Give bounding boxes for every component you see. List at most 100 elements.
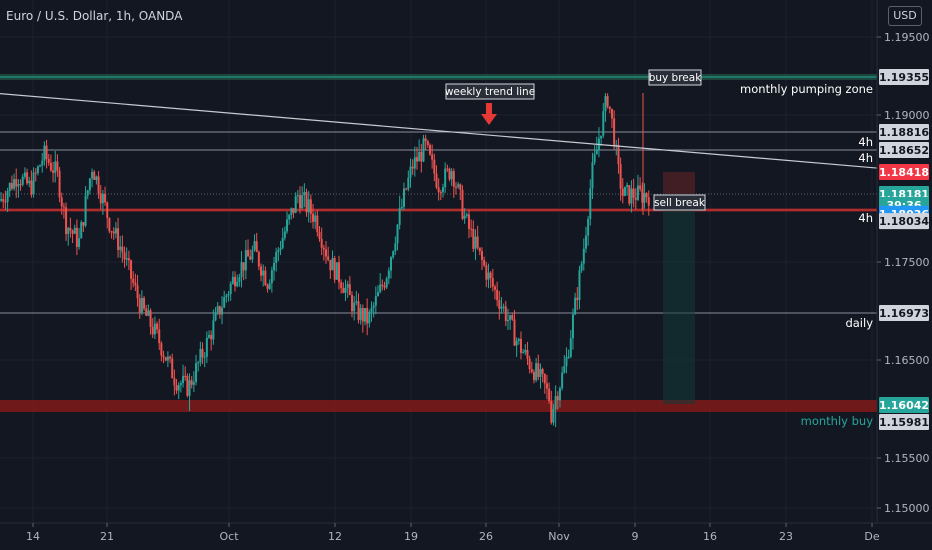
candle-body <box>153 323 156 335</box>
candle-body <box>101 193 104 204</box>
annotation-weekly-trend-line[interactable]: weekly trend line <box>445 83 535 100</box>
candle-body <box>227 293 230 296</box>
time-axis-bg <box>0 523 932 550</box>
x-tick-label: Oct <box>219 530 239 543</box>
currency-button[interactable]: USD <box>888 6 922 26</box>
candle-body <box>634 197 637 200</box>
label-daily: daily <box>845 316 873 330</box>
candle-body <box>149 310 152 327</box>
candle-body <box>80 222 83 239</box>
candle-body <box>569 338 572 357</box>
candle-body <box>171 358 174 379</box>
candle-body <box>355 301 358 303</box>
candle-body <box>472 228 475 249</box>
candle-body <box>60 197 63 207</box>
candle-body <box>182 375 185 384</box>
candle-body <box>71 230 74 234</box>
trend-line-group[interactable] <box>0 92 878 169</box>
candle-body <box>487 272 490 280</box>
price-label: 1.15981 <box>879 414 929 430</box>
candle-body <box>372 305 375 308</box>
price-candles[interactable] <box>0 93 650 428</box>
candle-body <box>444 168 447 188</box>
candle-body <box>320 239 323 248</box>
label-4h-2: 4h <box>858 151 873 165</box>
candle-body <box>450 171 453 180</box>
candle-body <box>357 301 360 320</box>
candle-body <box>595 149 598 155</box>
candle-body <box>593 154 596 163</box>
candle-body <box>517 338 520 341</box>
candle-body <box>604 96 607 112</box>
candle-body <box>398 208 401 225</box>
candle-body <box>489 272 492 279</box>
price-label-bg <box>879 397 929 413</box>
candle-body <box>121 246 124 253</box>
candle-body <box>511 315 514 320</box>
candle-body <box>476 236 479 248</box>
candle-body <box>643 193 646 203</box>
candle-body <box>47 158 50 163</box>
annotation-buy-break[interactable]: buy break <box>648 69 703 86</box>
candle-body <box>628 185 631 204</box>
candle-body <box>95 176 98 181</box>
candle-body <box>591 162 594 189</box>
candle-body <box>4 201 7 203</box>
candle-body <box>641 189 644 203</box>
candle-body <box>244 250 247 271</box>
candle-body <box>364 308 367 322</box>
candle-body <box>236 281 239 287</box>
candle-body <box>383 285 386 288</box>
candle-body <box>307 199 310 213</box>
label-monthly-buy: monthly buy <box>801 414 874 428</box>
candle-body <box>485 265 488 280</box>
candle-body <box>188 380 191 396</box>
candle-body <box>294 196 297 213</box>
label-monthly-pumping-zone: monthly pumping zone <box>740 82 873 96</box>
chart-title: Euro / U.S. Dollar, 1h, OANDA <box>6 9 183 23</box>
candle-body <box>342 288 345 293</box>
annotation-sell-break[interactable]: sell break <box>653 194 706 211</box>
candle-body <box>242 262 245 271</box>
candle-body <box>270 270 273 284</box>
candle-body <box>411 166 414 169</box>
price-label-bg <box>879 69 929 85</box>
candle-body <box>65 207 68 235</box>
price-label: 1.18034 <box>879 213 929 230</box>
y-tick-label: 1.16500 <box>884 354 930 367</box>
position-stop-zone[interactable] <box>663 172 695 194</box>
candle-body <box>338 262 341 283</box>
candle-body <box>528 358 531 370</box>
weekly-trend-line[interactable] <box>0 92 878 169</box>
candle-body <box>647 197 650 206</box>
candle-body <box>385 278 388 288</box>
candle-body <box>327 256 330 261</box>
candle-body <box>626 185 629 187</box>
candle-body <box>58 170 61 198</box>
candle-body <box>106 202 109 219</box>
position-target-zone[interactable] <box>663 194 695 404</box>
candle-body <box>465 214 468 216</box>
y-tick-label: 1.15000 <box>884 502 930 515</box>
annotations-group[interactable]: weekly trend line buy break sell break mont… <box>445 69 874 428</box>
candle-body <box>82 222 85 226</box>
candle-body <box>361 308 364 322</box>
candle-body <box>532 371 535 381</box>
candle-body <box>561 372 564 389</box>
price-label: 1.18418 <box>879 164 929 180</box>
candle-body <box>563 366 566 373</box>
candle-body <box>587 218 590 236</box>
candle-body <box>127 258 130 261</box>
candle-body <box>138 298 141 314</box>
zone-monthly-buy[interactable] <box>0 400 877 412</box>
candle-body <box>173 378 176 386</box>
candle-body <box>552 409 555 423</box>
y-tick-label: 1.15500 <box>884 452 930 465</box>
candle-body <box>301 195 304 209</box>
candle-body <box>545 383 548 389</box>
candle-body <box>67 227 70 235</box>
candle-body <box>93 171 96 181</box>
candle-body <box>132 278 135 283</box>
